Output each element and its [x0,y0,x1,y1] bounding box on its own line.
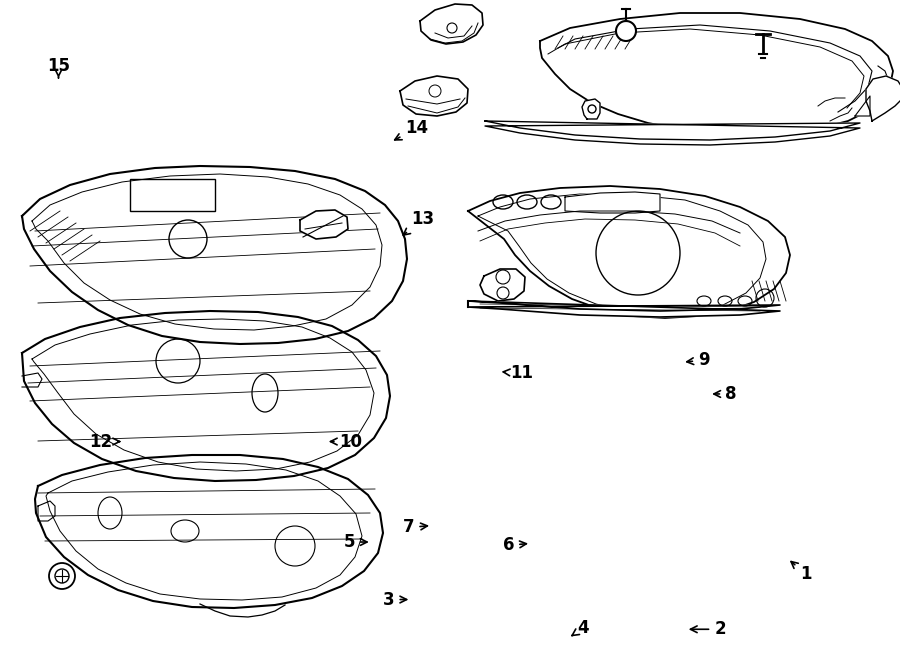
Polygon shape [420,4,483,44]
Polygon shape [565,192,660,213]
Polygon shape [468,301,780,317]
Polygon shape [300,210,348,239]
Polygon shape [35,455,383,608]
Text: 11: 11 [503,364,534,383]
Circle shape [49,563,75,589]
Polygon shape [485,121,860,145]
Text: 5: 5 [344,533,367,551]
Polygon shape [855,96,870,116]
Text: 8: 8 [714,385,736,403]
Circle shape [588,105,596,113]
Polygon shape [22,311,390,481]
Polygon shape [582,99,600,119]
Polygon shape [22,166,407,344]
Text: 10: 10 [330,432,363,451]
Polygon shape [480,269,525,301]
Polygon shape [400,76,468,116]
Text: 13: 13 [403,210,435,235]
Text: 4: 4 [572,619,589,637]
Polygon shape [866,76,900,121]
Text: 15: 15 [47,57,70,78]
Text: 6: 6 [503,536,526,555]
Text: 14: 14 [395,119,428,140]
Bar [130,179,215,211]
Text: 3: 3 [383,590,407,609]
Polygon shape [468,186,790,318]
Text: 7: 7 [403,518,427,537]
Text: 9: 9 [687,351,709,369]
Text: 1: 1 [791,562,811,583]
Text: 12: 12 [89,432,120,451]
Polygon shape [540,13,893,134]
Text: 2: 2 [690,620,725,639]
Circle shape [616,21,636,41]
